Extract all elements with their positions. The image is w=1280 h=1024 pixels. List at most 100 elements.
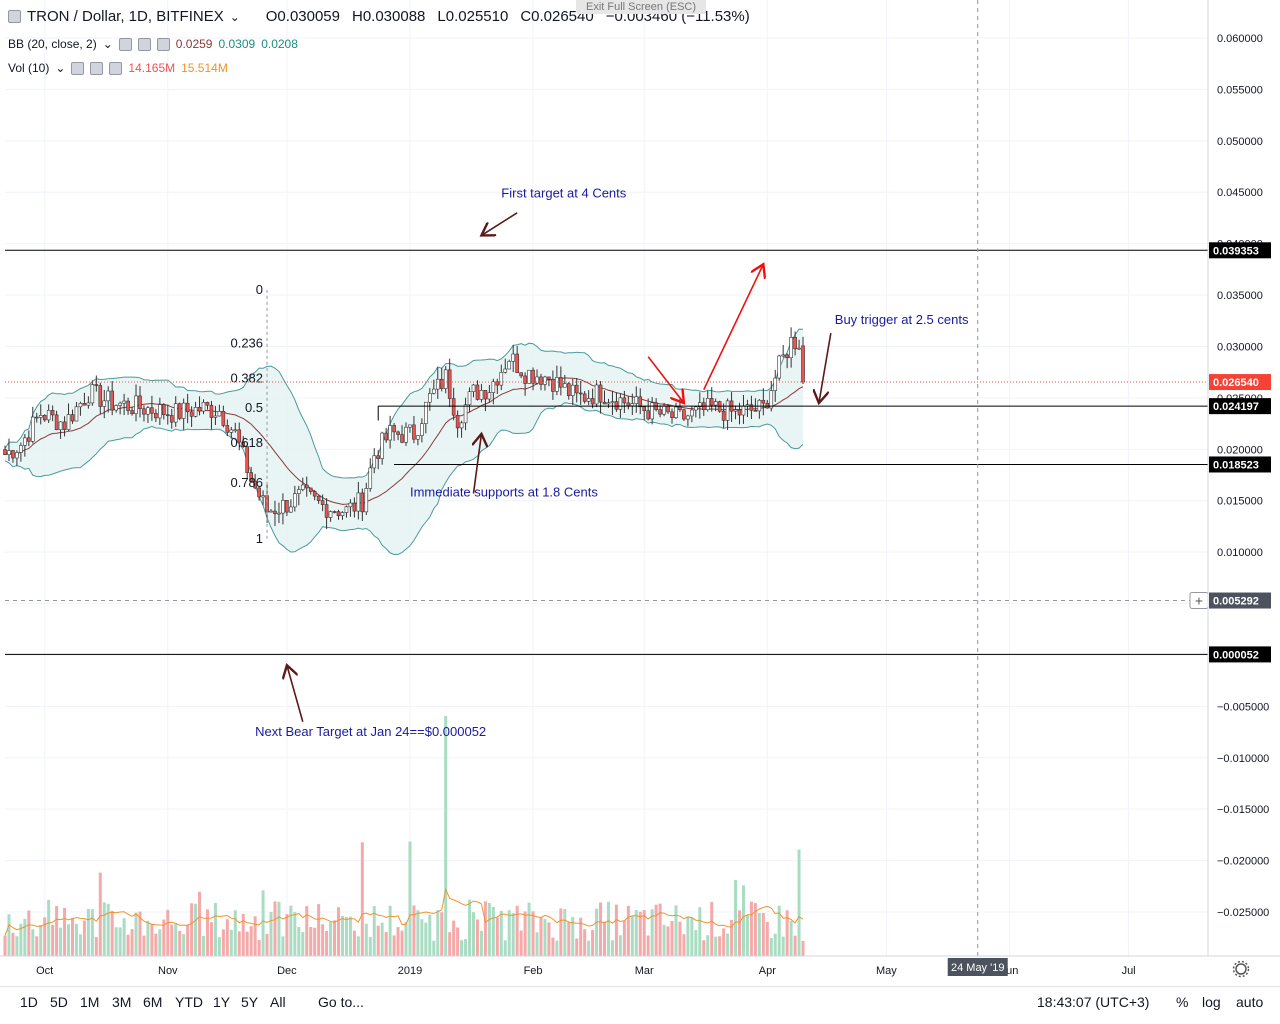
candle-body xyxy=(531,369,535,384)
volume-bar xyxy=(3,935,7,956)
volume-bar xyxy=(297,927,301,956)
exit-fullscreen-button[interactable]: Exit Full Screen (ESC) xyxy=(576,0,707,14)
plus-icon: + xyxy=(1195,593,1203,609)
volume-bar xyxy=(174,924,178,956)
candle-body xyxy=(82,403,87,406)
candle-body xyxy=(257,487,261,498)
candle-body xyxy=(463,404,468,424)
candle-body xyxy=(527,369,531,384)
candle-body xyxy=(543,376,547,385)
candle-body xyxy=(360,492,365,513)
range-all[interactable]: All xyxy=(270,994,286,1010)
gear-icon[interactable] xyxy=(137,37,151,51)
x-tick-label: Jul xyxy=(1122,965,1136,977)
close-icon[interactable] xyxy=(109,61,123,75)
log-toggle[interactable]: log xyxy=(1202,994,1221,1010)
candle-body xyxy=(30,416,35,442)
range-3m[interactable]: 3M xyxy=(112,994,132,1010)
ohlc-high: H0.030088 xyxy=(352,8,426,25)
candle-body xyxy=(94,384,99,386)
close-icon[interactable] xyxy=(156,37,170,51)
candle-body xyxy=(475,384,480,400)
ohlc-low: L0.025510 xyxy=(437,8,509,25)
volume-bar xyxy=(352,930,356,956)
candle-body xyxy=(154,412,158,419)
candle-body xyxy=(78,403,83,408)
candle-body xyxy=(150,407,154,414)
candle-body xyxy=(646,410,650,420)
volume-bar xyxy=(217,937,221,956)
volume-bar xyxy=(535,932,539,956)
volume-bar xyxy=(285,914,289,956)
clock[interactable]: 18:43:07 (UTC+3) xyxy=(1037,994,1150,1010)
volume-bar xyxy=(726,933,730,956)
candle-body xyxy=(86,402,91,406)
volume-bar xyxy=(424,922,428,956)
vol-label[interactable]: Vol (10) xyxy=(8,61,50,75)
bb-label[interactable]: BB (20, close, 2) xyxy=(8,37,97,51)
candle-body xyxy=(102,400,107,407)
y-tick-label: −0.025000 xyxy=(1217,907,1269,919)
candle-body xyxy=(293,493,297,508)
candle-body xyxy=(217,411,222,417)
chevron-down-icon[interactable]: ⌄ xyxy=(55,61,66,75)
volume-bar xyxy=(384,931,388,956)
eye-icon[interactable] xyxy=(118,37,132,51)
range-6m[interactable]: 6M xyxy=(143,994,163,1010)
bb-basis-line xyxy=(4,377,804,505)
range-1m[interactable]: 1M xyxy=(80,994,100,1010)
candle-body xyxy=(241,441,246,448)
candle-body xyxy=(618,397,623,410)
candle-body xyxy=(503,368,508,373)
volume-bar xyxy=(543,919,547,956)
auto-toggle[interactable]: auto xyxy=(1236,994,1264,1010)
candle-body xyxy=(670,411,674,418)
symbol-title[interactable]: TRON / Dollar, 1D, BITFINEX xyxy=(27,8,224,25)
candle-body xyxy=(753,410,758,412)
goto-button[interactable]: Go to... xyxy=(318,994,364,1010)
candle-body xyxy=(801,345,805,383)
percent-toggle[interactable]: % xyxy=(1176,994,1189,1010)
range-5d[interactable]: 5D xyxy=(50,994,68,1010)
volume-bar xyxy=(638,911,642,956)
volume-bar xyxy=(722,928,726,956)
buy-trigger-arrow xyxy=(819,332,832,403)
candle-body xyxy=(58,421,63,431)
volume-bar xyxy=(674,905,678,956)
volume-bar xyxy=(571,917,575,956)
volume-bar xyxy=(491,907,495,956)
square-minus-icon[interactable] xyxy=(8,10,21,23)
fib-label: 0.618 xyxy=(230,435,263,450)
volume-bar xyxy=(51,924,55,956)
candle-body xyxy=(54,414,59,431)
candle-body xyxy=(193,407,198,417)
gear-icon[interactable] xyxy=(1235,963,1247,975)
volume-bar xyxy=(325,931,329,956)
candle-body xyxy=(428,393,432,403)
volume-bar xyxy=(416,910,420,956)
volume-bar xyxy=(182,934,186,956)
immediate-support-line-label-box xyxy=(1209,456,1271,473)
y-tick-label: 0.030000 xyxy=(1217,341,1263,353)
range-ytd[interactable]: YTD xyxy=(175,994,203,1010)
range-1d[interactable]: 1D xyxy=(20,994,38,1010)
volume-bar xyxy=(221,929,225,956)
volume-bar xyxy=(734,879,738,956)
volume-bar xyxy=(658,903,662,956)
y-tick-label: 0.035000 xyxy=(1217,290,1263,302)
range-1y[interactable]: 1Y xyxy=(213,994,231,1010)
volume-bar xyxy=(78,934,82,956)
candle-body xyxy=(19,445,23,453)
volume-bar xyxy=(503,940,507,956)
candle-body xyxy=(570,384,575,396)
volume-bar xyxy=(368,936,372,956)
range-5y[interactable]: 5Y xyxy=(241,994,259,1010)
volume-bar xyxy=(317,904,321,956)
chevron-down-icon[interactable]: ⌄ xyxy=(229,9,240,24)
chevron-down-icon[interactable]: ⌄ xyxy=(102,37,113,51)
candle-body xyxy=(213,415,218,418)
eye-icon[interactable] xyxy=(71,61,85,75)
gear-icon[interactable] xyxy=(90,61,104,75)
